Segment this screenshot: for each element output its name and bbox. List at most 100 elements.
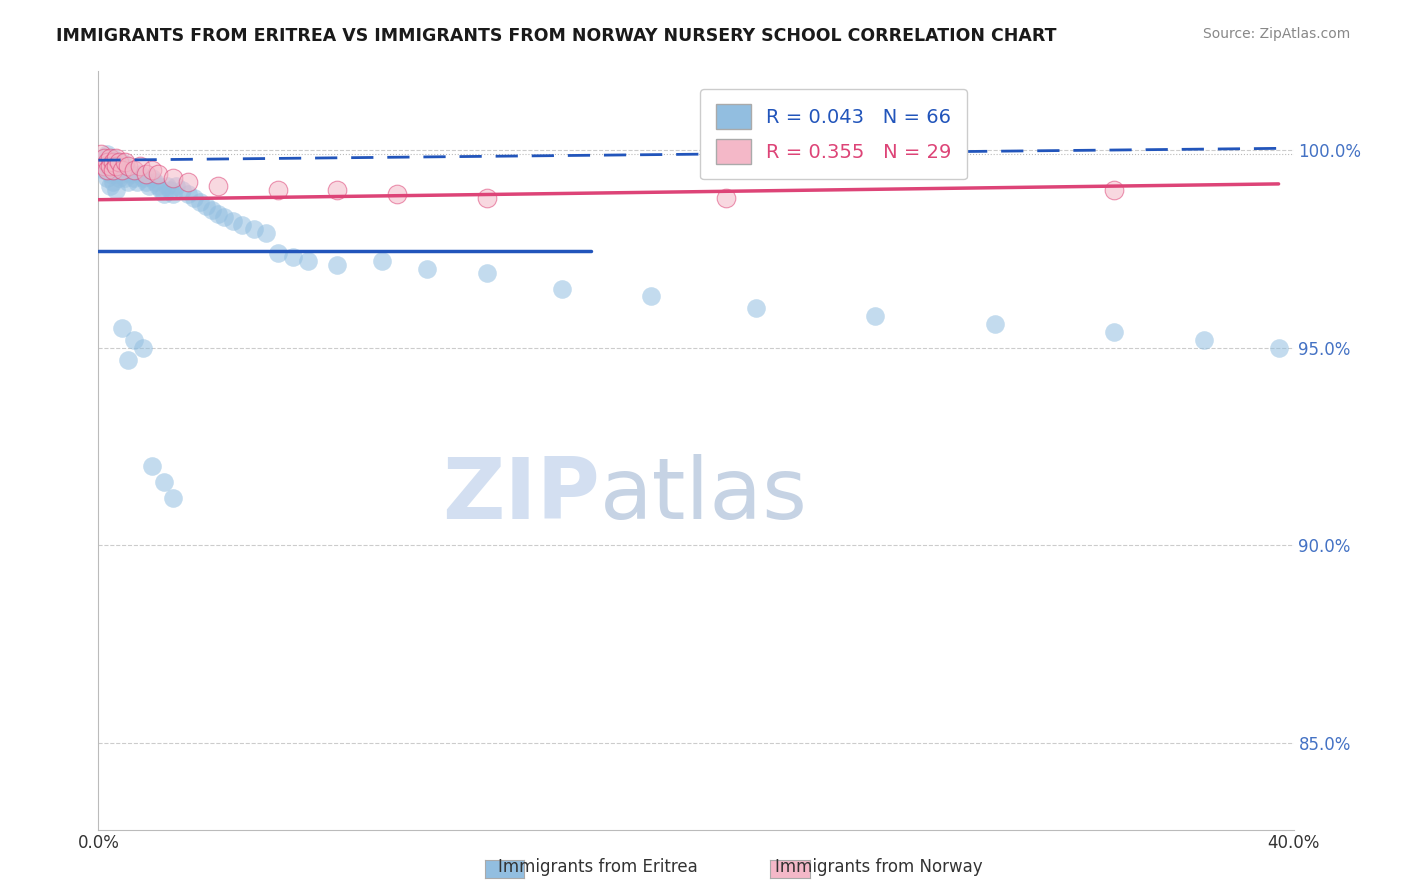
Point [114,171,136,186]
Point [148,167,170,181]
Point [231,219,253,233]
Point [183,191,205,205]
Point [103,175,125,189]
Point [177,186,200,201]
Point [96,147,118,161]
Point [108,171,131,186]
Point [254,227,277,241]
Point [98,155,122,169]
Point [865,309,887,323]
Point [114,159,136,173]
Point [105,159,128,173]
Point [120,167,142,181]
Point [165,178,187,193]
Point [90,147,112,161]
Text: Source: ZipAtlas.com: Source: ZipAtlas.com [1202,27,1350,41]
Point [135,175,157,189]
Point [1104,183,1126,197]
Point [984,317,1007,331]
Point [416,261,439,276]
Point [188,194,211,209]
Point [222,214,245,228]
Point [103,155,125,169]
Point [111,163,134,178]
Point [96,163,118,178]
Point [129,159,152,173]
Point [117,175,139,189]
Point [162,186,184,201]
Point [124,171,146,186]
Point [1192,333,1215,347]
Point [156,178,179,193]
Text: atlas: atlas [600,454,808,538]
Point [207,178,229,193]
Point [326,258,349,272]
Point [745,301,768,316]
Point [141,459,163,474]
Point [127,175,149,189]
Point [138,178,160,193]
Point [143,175,166,189]
Point [148,178,170,193]
Point [108,159,131,173]
Legend: R = 0.043   N = 66, R = 0.355   N = 29: R = 0.043 N = 66, R = 0.355 N = 29 [700,88,967,179]
Point [212,211,235,225]
Point [105,151,128,165]
Point [1104,325,1126,339]
Point [124,163,146,178]
Point [281,250,304,264]
Point [93,163,115,178]
Point [153,186,176,201]
Point [1267,341,1289,355]
Point [129,167,152,181]
Point [297,254,319,268]
Text: ZIP: ZIP [443,454,600,538]
Text: IMMIGRANTS FROM ERITREA VS IMMIGRANTS FROM NORWAY NURSERY SCHOOL CORRELATION CHA: IMMIGRANTS FROM ERITREA VS IMMIGRANTS FR… [56,27,1057,45]
Point [98,151,122,165]
Point [96,155,118,169]
Point [159,183,181,197]
Point [141,171,163,186]
Point [93,159,115,173]
Point [108,155,131,169]
Point [98,167,122,181]
Point [105,183,128,197]
Point [141,163,163,178]
Point [267,246,290,260]
Point [117,159,139,173]
Point [96,159,118,173]
Point [111,167,134,181]
Point [162,491,184,505]
Point [150,183,173,197]
Point [243,222,266,236]
Point [132,341,155,355]
Point [132,171,155,186]
Point [385,186,409,201]
Point [117,163,139,178]
Point [105,167,128,181]
Point [714,191,737,205]
Point [103,163,125,178]
Point [117,352,139,367]
Point [550,281,572,295]
Point [124,333,146,347]
Point [475,191,498,205]
Point [177,175,200,189]
Point [96,171,118,186]
Point [371,254,394,268]
Point [326,183,349,197]
Point [162,171,184,186]
Point [114,155,136,169]
Point [207,206,229,220]
Point [111,155,134,169]
Point [90,155,112,169]
Point [105,155,128,169]
Point [98,159,122,173]
Point [201,202,224,217]
Point [172,183,194,197]
Point [267,183,290,197]
Point [153,475,176,489]
Point [475,266,498,280]
Point [93,151,115,165]
Point [103,163,125,178]
